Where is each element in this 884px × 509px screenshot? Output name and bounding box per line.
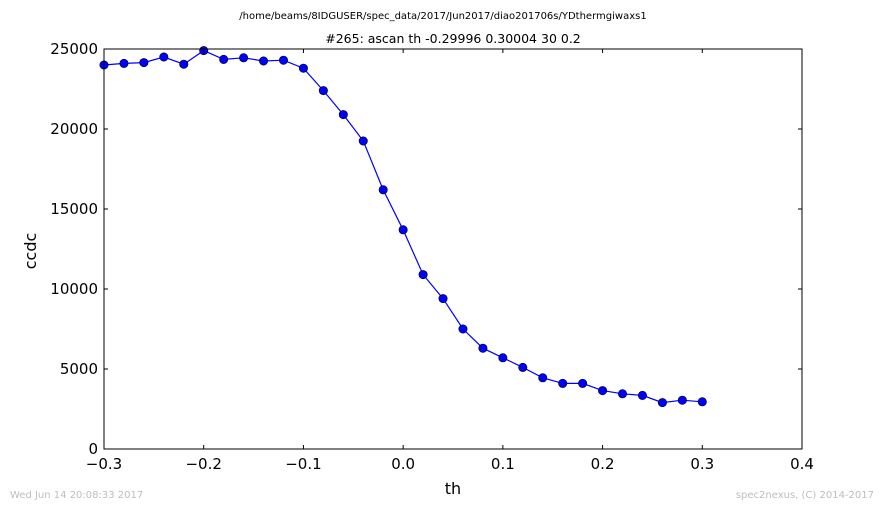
data-point: [259, 56, 269, 66]
data-point: [478, 343, 488, 353]
y-axis-label: ccdc: [21, 233, 40, 270]
plot-area: [99, 46, 707, 408]
footer-timestamp: Wed Jun 14 20:08:33 2017: [10, 490, 143, 501]
data-point: [358, 136, 368, 146]
y-tick-label: 25000: [50, 40, 98, 58]
file-path-title: /home/beams/8IDGUSER/spec_data/2017/Jun2…: [239, 11, 646, 22]
x-tick-label: −0.1: [285, 455, 321, 473]
data-point: [159, 52, 169, 62]
data-point: [278, 55, 288, 65]
y-tick-label: 0: [88, 440, 98, 458]
y-tick-label: 15000: [50, 200, 98, 218]
data-point: [538, 373, 548, 383]
x-tick-label: 0.0: [391, 455, 415, 473]
data-point: [458, 324, 468, 334]
y-tick-label: 5000: [60, 360, 98, 378]
chart-title: #265: ascan th -0.29996 0.30004 30 0.2: [325, 31, 581, 46]
data-point: [598, 386, 608, 396]
data-point: [697, 397, 707, 407]
data-point: [318, 86, 328, 96]
data-point: [398, 225, 408, 235]
data-point: [657, 398, 667, 408]
data-point: [298, 63, 308, 73]
data-point: [219, 54, 229, 64]
y-tick-label: 20000: [50, 120, 98, 138]
data-point: [119, 58, 129, 68]
data-point: [378, 185, 388, 195]
data-point: [637, 390, 647, 400]
data-point: [498, 353, 508, 363]
x-axis-label: th: [445, 479, 461, 498]
x-tick-label: 0.2: [591, 455, 615, 473]
footer-credit: spec2nexus, (C) 2014-2017: [736, 490, 874, 501]
data-point: [518, 362, 528, 372]
x-tick-label: 0.4: [790, 455, 814, 473]
x-tick-label: −0.3: [86, 455, 122, 473]
x-tick-label: 0.1: [491, 455, 515, 473]
data-point: [338, 110, 348, 120]
data-point: [139, 58, 149, 68]
data-point: [418, 270, 428, 280]
x-axis: −0.3 −0.2 −0.1 0.0 0.1 0.2 0.3 0.4: [86, 49, 814, 473]
data-point: [179, 59, 189, 69]
x-tick-label: −0.2: [185, 455, 221, 473]
y-axis: 0 5000 10000 15000 20000 25000: [50, 40, 802, 458]
data-point: [578, 378, 588, 388]
data-point: [239, 53, 249, 63]
data-point: [438, 294, 448, 304]
data-point: [618, 389, 628, 399]
y-tick-label: 10000: [50, 280, 98, 298]
plot-frame: [103, 48, 803, 450]
x-tick-label: 0.3: [690, 455, 714, 473]
data-point: [677, 395, 687, 405]
data-point: [558, 378, 568, 388]
